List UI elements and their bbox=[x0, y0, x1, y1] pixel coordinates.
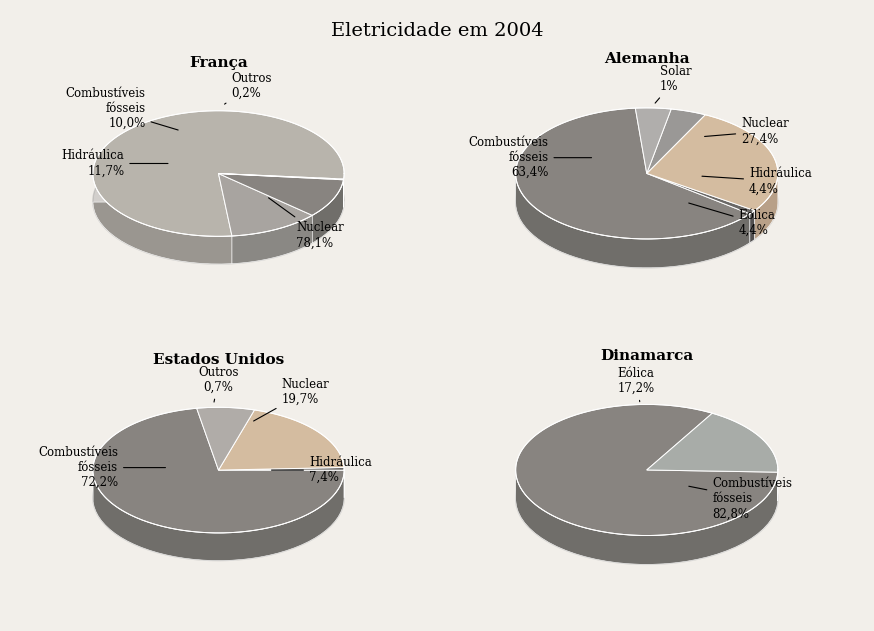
Text: Combustíveis
fósseis
63,4%: Combustíveis fósseis 63,4% bbox=[468, 136, 592, 179]
Polygon shape bbox=[218, 468, 344, 470]
Polygon shape bbox=[516, 137, 778, 268]
Text: Nuclear
27,4%: Nuclear 27,4% bbox=[704, 117, 789, 146]
Polygon shape bbox=[516, 471, 778, 564]
Polygon shape bbox=[516, 173, 750, 268]
Text: Combustíveis
fósseis
82,8%: Combustíveis fósseis 82,8% bbox=[689, 477, 793, 521]
Polygon shape bbox=[755, 173, 778, 239]
Title: Dinamarca: Dinamarca bbox=[600, 348, 693, 363]
Polygon shape bbox=[750, 211, 755, 243]
Polygon shape bbox=[647, 115, 778, 211]
Polygon shape bbox=[516, 433, 778, 564]
Polygon shape bbox=[93, 110, 344, 237]
Polygon shape bbox=[647, 413, 778, 472]
Polygon shape bbox=[93, 174, 344, 264]
Text: Outros
0,2%: Outros 0,2% bbox=[225, 71, 272, 104]
Text: Nuclear
78,1%: Nuclear 78,1% bbox=[268, 198, 344, 249]
Text: Nuclear
19,7%: Nuclear 19,7% bbox=[253, 378, 329, 421]
Text: Hidráulica
7,4%: Hidráulica 7,4% bbox=[272, 456, 371, 484]
Title: França: França bbox=[189, 56, 248, 71]
Polygon shape bbox=[516, 404, 778, 536]
Polygon shape bbox=[312, 180, 343, 243]
Text: Eólica
4,4%: Eólica 4,4% bbox=[689, 203, 775, 237]
Polygon shape bbox=[93, 138, 344, 264]
Title: Alemanha: Alemanha bbox=[604, 52, 690, 66]
Text: Combustíveis
fósseis
72,2%: Combustíveis fósseis 72,2% bbox=[38, 446, 165, 489]
Text: Eólica
17,2%: Eólica 17,2% bbox=[618, 367, 655, 402]
Polygon shape bbox=[232, 215, 312, 264]
Polygon shape bbox=[93, 435, 344, 560]
Polygon shape bbox=[647, 109, 705, 174]
Polygon shape bbox=[635, 108, 671, 174]
Polygon shape bbox=[516, 108, 750, 239]
Polygon shape bbox=[93, 408, 344, 533]
Polygon shape bbox=[218, 410, 344, 470]
Polygon shape bbox=[218, 174, 343, 180]
Text: Solar
1%: Solar 1% bbox=[656, 65, 691, 103]
Polygon shape bbox=[197, 407, 254, 470]
Text: Hidráulica
4,4%: Hidráulica 4,4% bbox=[702, 167, 812, 195]
Text: Hidráulica
11,7%: Hidráulica 11,7% bbox=[61, 150, 168, 177]
Text: Combustíveis
fósseis
10,0%: Combustíveis fósseis 10,0% bbox=[66, 86, 178, 130]
Text: Outros
0,7%: Outros 0,7% bbox=[198, 365, 239, 402]
Polygon shape bbox=[218, 174, 312, 236]
Polygon shape bbox=[94, 470, 344, 560]
Polygon shape bbox=[647, 174, 755, 214]
Polygon shape bbox=[218, 174, 343, 215]
Title: Estados Unidos: Estados Unidos bbox=[153, 353, 284, 367]
Text: Eletricidade em 2004: Eletricidade em 2004 bbox=[330, 22, 544, 40]
